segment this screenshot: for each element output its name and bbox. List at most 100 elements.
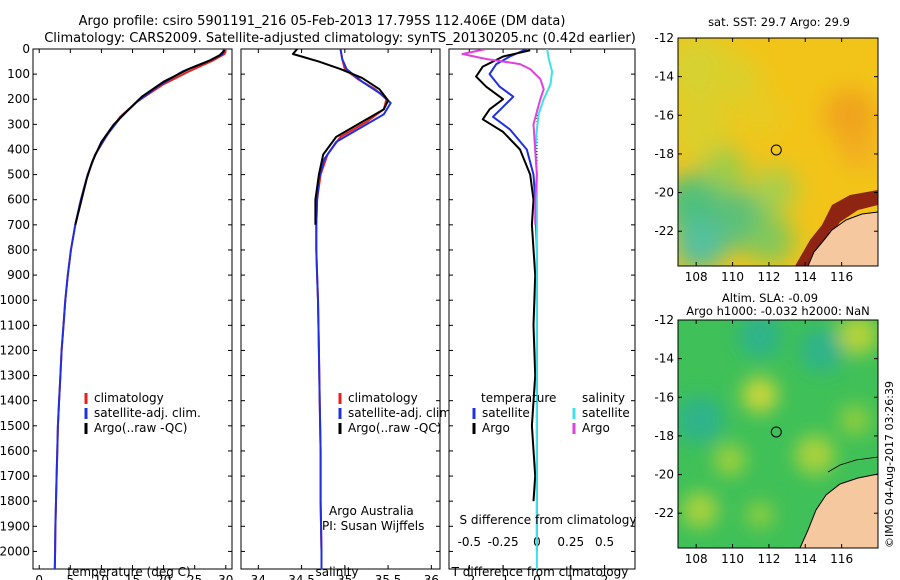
x-tick-label: 10: [94, 573, 109, 580]
sst-map-latitude-axis: -12 -14 -16 -18 -20 -22: [654, 31, 878, 238]
depth-tick-label: 900: [7, 268, 30, 282]
x-tick-label: 20: [156, 573, 171, 580]
legend-entry: Argo(..raw -QC): [348, 421, 441, 435]
depth-tick-label: 700: [7, 218, 30, 232]
sst-australia-land: [808, 212, 878, 266]
x-tick-label: 15: [125, 573, 140, 580]
latitude-tick-label: -12: [654, 31, 674, 45]
difference-legend: temperaturesatelliteArgosalinitysatellit…: [472, 391, 630, 435]
principal-investigator-label: PI: Susan Wijffels: [322, 519, 424, 533]
temperature-x-axis: 0 5 10 15 20 25 30: [35, 49, 233, 580]
sla-map-longitude-axis: 108 110 112 114 116: [685, 320, 853, 566]
difference-axes-frame: [448, 48, 636, 570]
sla-map-panel: Altim. SLA: -0.09 Argo h1000: -0.032 h20…: [654, 291, 879, 566]
salinity-axes-frame: [240, 48, 441, 570]
difference-depth-ticks: [449, 48, 635, 552]
temperature-axis-label: temperature (deg C): [67, 565, 190, 579]
latitude-tick-label: -20: [654, 468, 674, 482]
legend-entry: climatology: [94, 391, 164, 405]
legend-entry: salinity: [582, 391, 625, 405]
longitude-tick-label: 116: [830, 552, 853, 566]
sst-coastline: [807, 211, 878, 266]
depth-tick-label: 1400: [0, 394, 30, 408]
profile-line: [291, 49, 390, 225]
latitude-tick-label: -12: [654, 313, 674, 327]
depth-tick-label: 1000: [0, 293, 30, 307]
depth-tick-label: 1800: [0, 494, 30, 508]
x-tick-label: 35.5: [375, 573, 402, 580]
latitude-tick-label: -22: [654, 506, 674, 520]
x-tick-label: -1: [497, 573, 509, 580]
temperature-axes-frame: [32, 48, 233, 570]
longitude-tick-label: 112: [757, 270, 780, 284]
depth-tick-label: 1100: [0, 318, 30, 332]
figure-title-line-2: Climatology: CARS2009. Satellite-adjuste…: [44, 31, 636, 46]
legend-entry: climatology: [348, 391, 418, 405]
latitude-tick-label: -14: [654, 70, 674, 84]
x-tick-label: 5: [66, 573, 74, 580]
salinity-profiles: [291, 49, 392, 569]
legend-entry: Argo(..raw -QC): [94, 421, 187, 435]
depth-tick-label: 400: [7, 142, 30, 156]
sla-contour-line: [827, 456, 878, 473]
latitude-tick-label: -18: [654, 429, 674, 443]
salinity-x-axis: 34 34.5 35 35.5 36: [251, 49, 439, 580]
depth-tick-label: 1600: [0, 444, 30, 458]
latitude-tick-label: -16: [654, 390, 674, 404]
depth-tick-label: 300: [7, 117, 30, 131]
sst-coastal-warm-band: [795, 190, 878, 266]
sla-map-latitude-axis: -12 -14 -16 -18 -20 -22: [654, 313, 878, 520]
profile-line: [74, 49, 226, 226]
legend-entry: Argo: [482, 421, 510, 435]
depth-tick-label: 1700: [0, 469, 30, 483]
legend-entry: satellite-adj. clim.: [348, 406, 455, 420]
depth-tick-label: 100: [7, 67, 30, 81]
sst-map-panel: sat. SST: 29.7 Argo: 29.9 108 11: [654, 15, 879, 284]
legend-entry: temperature: [481, 391, 556, 405]
profile-line: [475, 49, 537, 502]
sla-map-field: [678, 320, 878, 548]
depth-tick-label: 1300: [0, 369, 30, 383]
longitude-tick-label: 112: [757, 552, 780, 566]
profile-line: [534, 49, 554, 569]
sst-map-title: sat. SST: 29.7 Argo: 29.9: [708, 15, 850, 29]
x-tick-label: 0: [35, 573, 43, 580]
legend-entry: satellite-adj. clim.: [94, 406, 201, 420]
x-tick-label: 35: [337, 573, 352, 580]
s-tick-label: 0.25: [557, 535, 584, 549]
x-tick-label: 1: [567, 573, 575, 580]
x-tick-label: 0: [533, 573, 541, 580]
latitude-tick-label: -16: [654, 108, 674, 122]
sst-map-longitude-axis: 108 110 112 114 116: [685, 38, 853, 284]
argo-australia-label: Argo Australia: [329, 504, 414, 518]
longitude-tick-label: 116: [830, 270, 853, 284]
longitude-tick-label: 108: [685, 552, 708, 566]
sst-map-frame: [677, 37, 879, 267]
depth-axis: 0 100 200 300 400 500 600 700 800 900 1000 1100 1200…: [0, 42, 232, 558]
x-tick-label: 36: [424, 573, 439, 580]
latitude-tick-label: -14: [654, 352, 674, 366]
x-tick-label: 2: [601, 573, 609, 580]
latitude-tick-label: -22: [654, 224, 674, 238]
sla-map-title-2: Argo h1000: -0.032 h2000: NaN: [686, 304, 870, 318]
t-difference-axis-label: T difference from climatology: [451, 565, 629, 579]
sla-map-frame: [677, 319, 879, 549]
salinity-axis-label: salinity: [315, 565, 358, 579]
temperature-panel: 0100200300400500600700800900100011001200…: [0, 42, 233, 580]
difference-profiles: [461, 49, 554, 569]
longitude-tick-label: 110: [721, 270, 744, 284]
temperature-profiles: [53, 49, 227, 569]
longitude-tick-label: 114: [794, 552, 817, 566]
sla-australia-land: [800, 474, 878, 548]
salinity-panel: 34 34.5 35 35.5 36 climatologysatellite-adj.…: [240, 48, 455, 580]
s-difference-axis-label: S difference from climatology: [460, 513, 637, 527]
depth-tick-label: 800: [7, 243, 30, 257]
s-tick-label: 0.5: [595, 535, 614, 549]
x-tick-label: 25: [187, 573, 202, 580]
x-tick-label: -2: [463, 573, 475, 580]
sla-coastline: [799, 473, 878, 548]
depth-tick-label: 0: [22, 42, 30, 56]
legend-entry: Argo: [582, 421, 610, 435]
